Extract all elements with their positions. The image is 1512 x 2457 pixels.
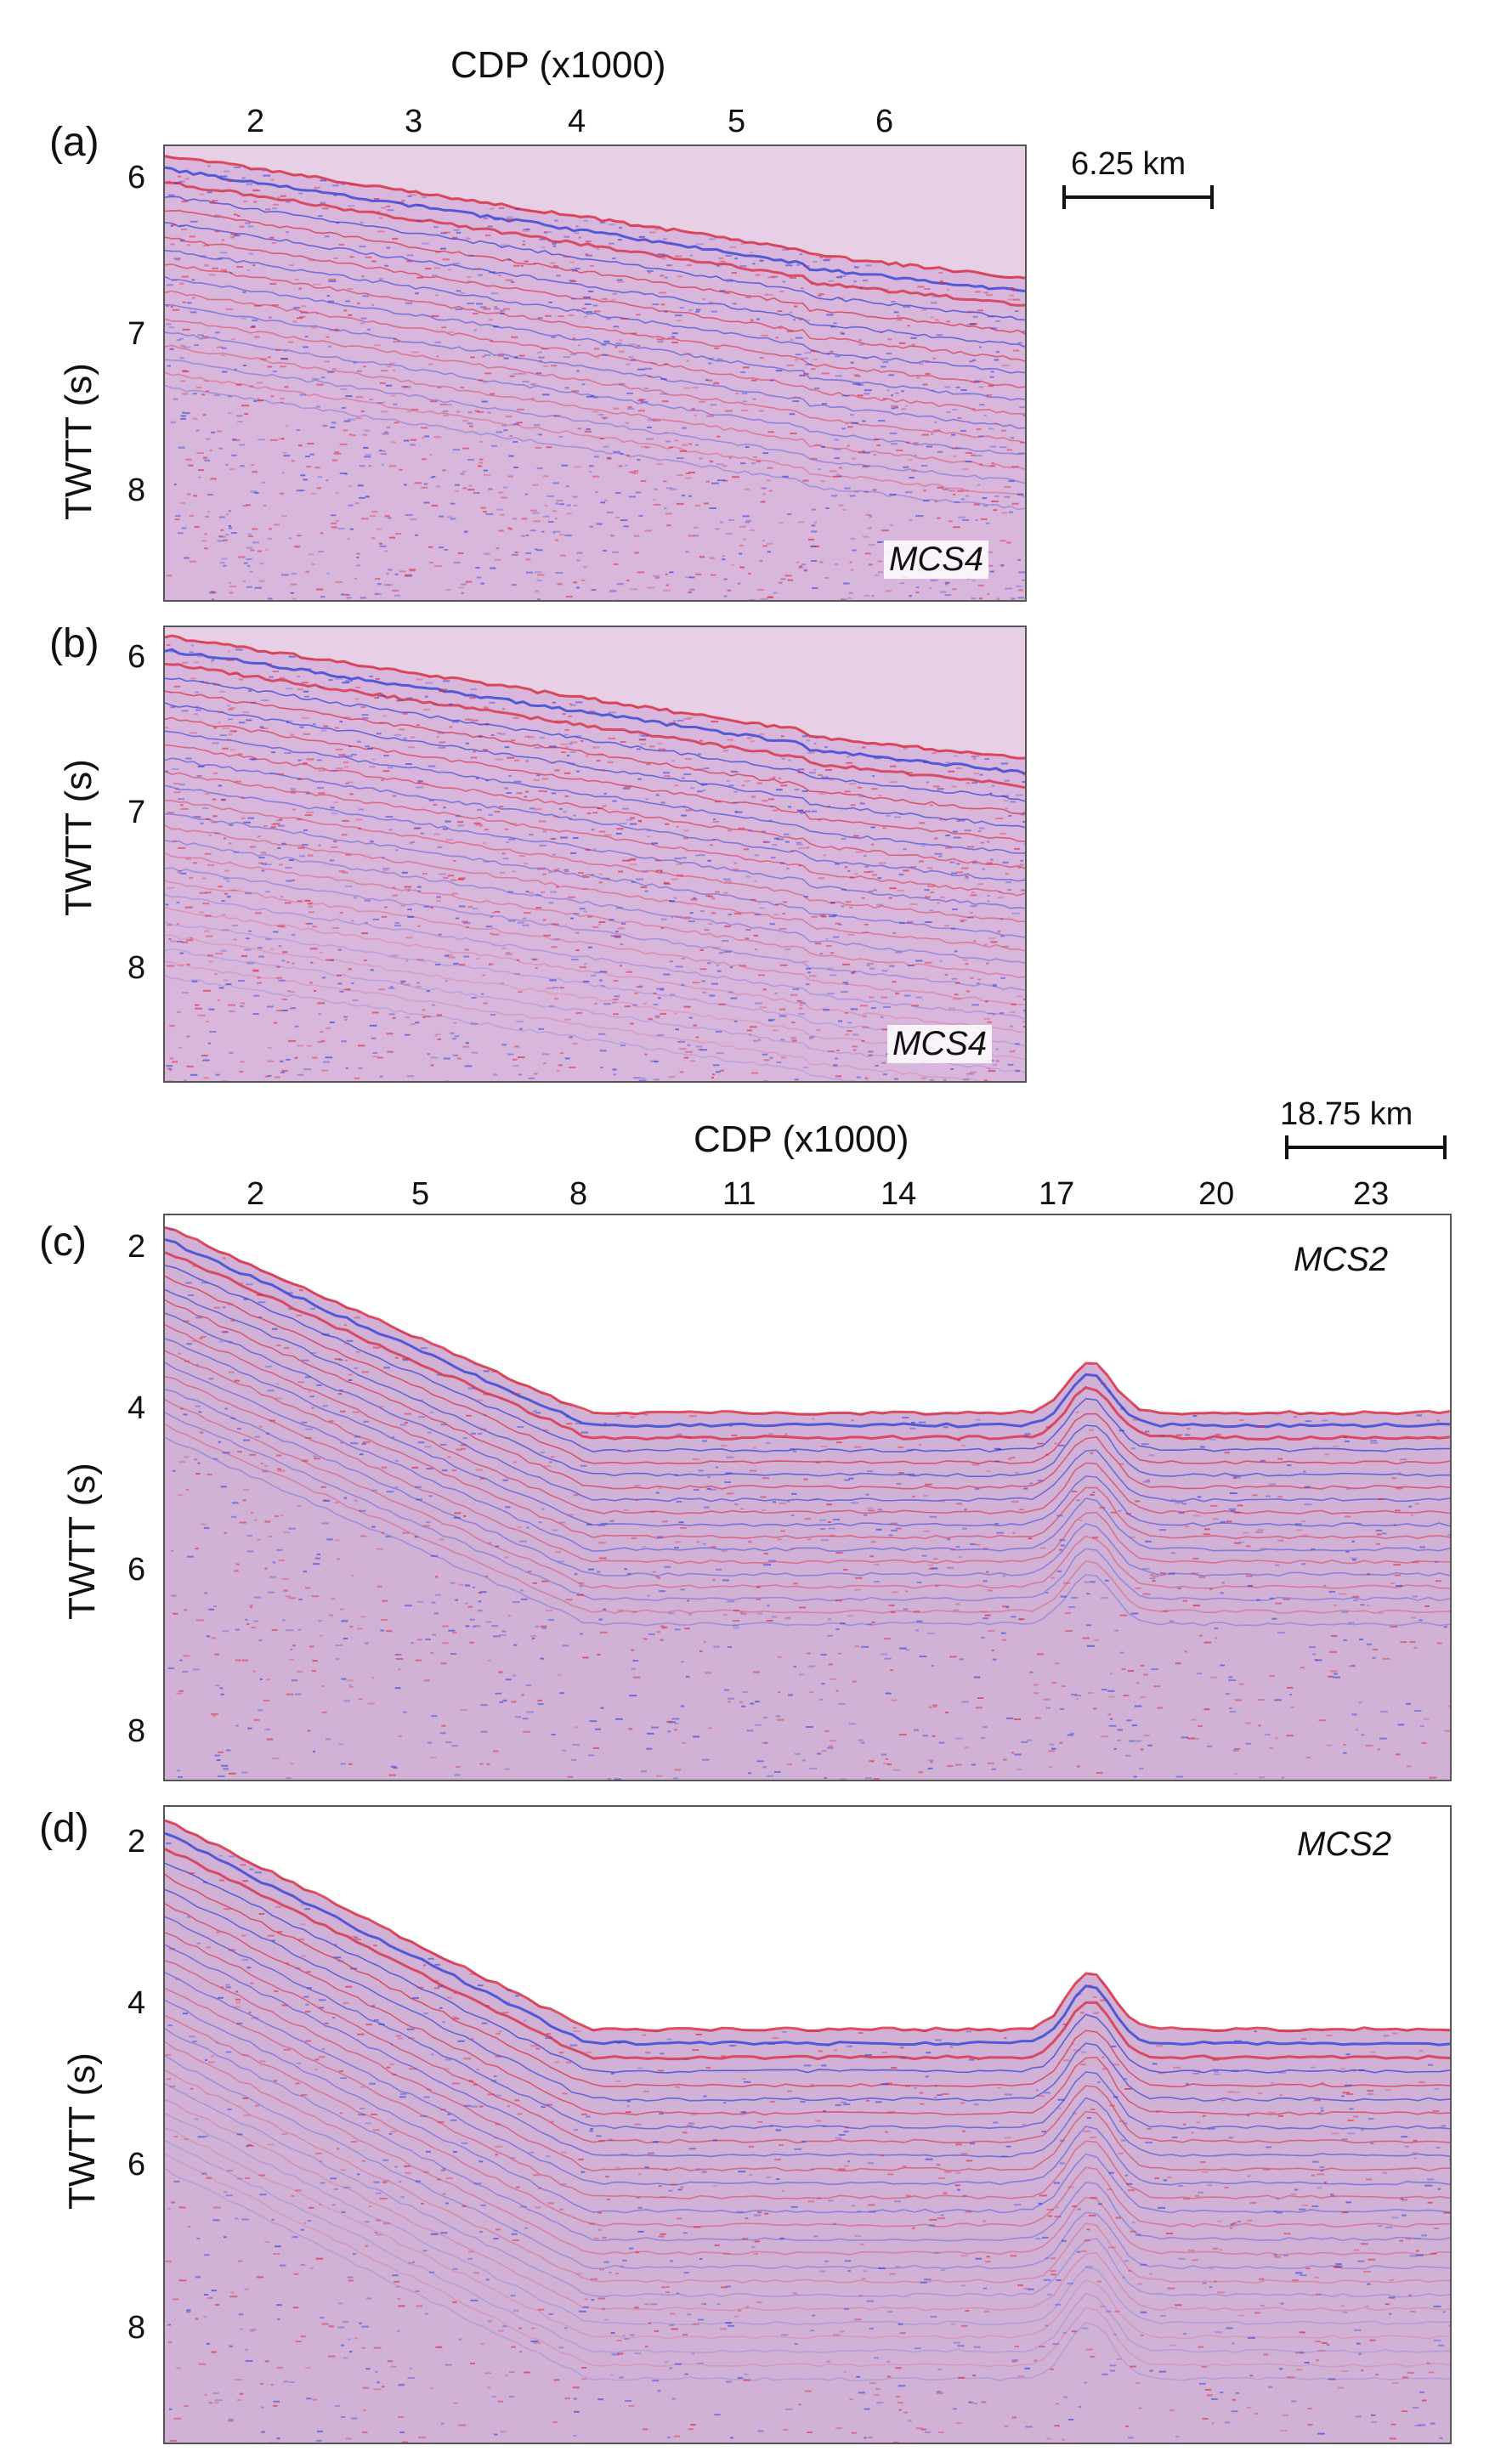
top-x-tick: 3 [405,104,423,139]
top-x-axis-title: CDP (x1000) [450,44,666,86]
y-axis-title: TWTT (s) [58,759,99,916]
panel-label: (b) [49,621,99,666]
top-scale-bar-label: 6.25 km [1071,146,1186,182]
seismic-texture [165,627,1025,1081]
y-tick: 2 [127,1824,146,1860]
y-tick: 2 [127,1229,146,1265]
seismic-section-panel-d [163,1805,1452,2444]
bottom-x-tick: 2 [246,1176,265,1212]
seismic-section-panel-a [163,144,1027,602]
seismic-section-panel-b [163,626,1027,1083]
bottom-scale-bar [1285,1135,1447,1159]
section-name-tag: MCS2 [1292,1826,1397,1864]
y-tick: 6 [127,160,146,195]
section-name-tag: MCS4 [887,1025,993,1063]
y-tick: 8 [127,2310,146,2346]
seismic-section-panel-c [163,1214,1452,1781]
y-axis-title: TWTT (s) [61,2052,103,2210]
bottom-scale-bar-label: 18.75 km [1280,1096,1413,1132]
y-tick: 8 [127,1713,146,1749]
y-tick: 6 [127,2147,146,2182]
panel-label: (a) [49,120,99,165]
y-tick: 6 [127,1552,146,1588]
y-tick: 4 [127,1985,146,2021]
seismic-texture [165,1215,1450,1780]
y-tick: 8 [127,473,146,508]
y-axis-title: TWTT (s) [61,1463,103,1620]
section-name-tag: MCS2 [1288,1241,1394,1279]
top-x-tick: 2 [246,104,265,139]
bottom-x-tick: 20 [1198,1176,1235,1212]
y-tick: 4 [127,1390,146,1426]
bottom-x-tick: 11 [722,1176,756,1212]
seismic-texture [165,146,1025,600]
bottom-x-tick: 17 [1039,1176,1075,1212]
top-x-tick: 6 [875,104,894,139]
panel-label: (d) [39,1806,89,1851]
top-scale-bar [1062,185,1214,209]
bottom-x-tick: 14 [881,1176,917,1212]
bottom-x-axis-title: CDP (x1000) [694,1118,909,1160]
y-tick: 8 [127,950,146,986]
seismic-texture [165,1807,1450,2443]
panel-label: (c) [39,1220,87,1265]
section-name-tag: MCS4 [884,541,989,579]
top-x-tick: 4 [568,104,586,139]
y-tick: 7 [127,316,146,352]
bottom-x-tick: 5 [411,1176,430,1212]
y-tick: 6 [127,639,146,675]
y-axis-title: TWTT (s) [58,363,99,520]
bottom-x-tick: 23 [1353,1176,1390,1212]
bottom-x-tick: 8 [569,1176,588,1212]
y-tick: 7 [127,795,146,830]
top-x-tick: 5 [728,104,746,139]
